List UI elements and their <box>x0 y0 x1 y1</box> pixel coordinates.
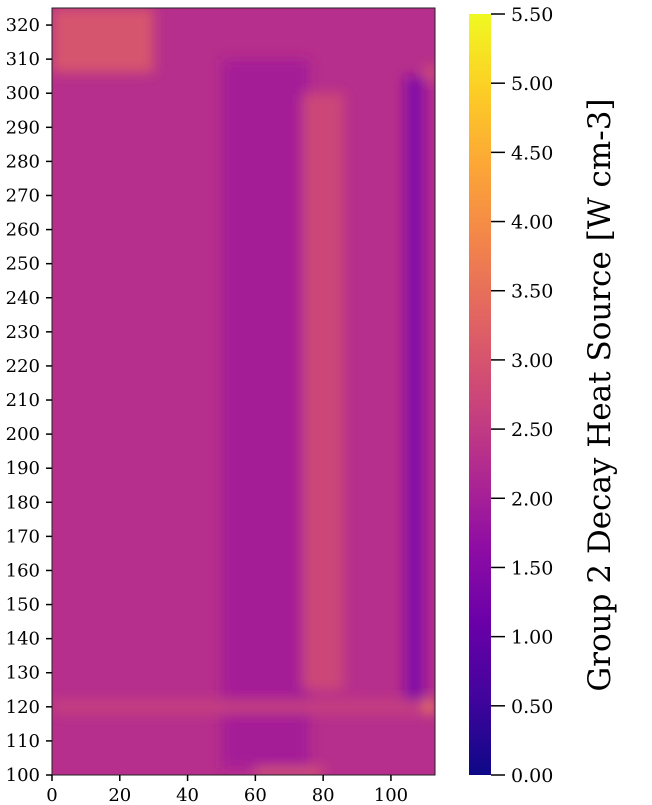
x-tick-label: 100 <box>374 785 408 805</box>
y-tick-label: 320 <box>6 15 40 36</box>
y-tick-label: 250 <box>6 254 40 275</box>
x-tick-label: 80 <box>312 785 335 805</box>
x-tick-label: 60 <box>244 785 267 805</box>
y-tick-label: 150 <box>6 595 40 616</box>
colorbar-tick-label: 2.00 <box>511 488 553 510</box>
colorbar-tick-label: 0.50 <box>511 696 553 718</box>
y-tick-label: 260 <box>6 220 40 241</box>
y-tick-label: 210 <box>6 390 40 411</box>
heatmap-region-6 <box>424 65 435 80</box>
colorbar-tick-label: 0.00 <box>511 765 553 787</box>
colorbar-tick-label: 4.00 <box>511 212 553 234</box>
y-tick-label: 280 <box>6 151 40 172</box>
heatmap-region-5 <box>424 700 435 714</box>
heatmap-regions <box>52 8 435 775</box>
plot-area <box>52 8 435 775</box>
y-tick-label: 310 <box>6 49 40 70</box>
y-axis: 100 110 120 130 140 150 160 170 180 190 200 210 220 2… <box>6 15 52 786</box>
colorbar-tick-label: 3.50 <box>511 281 553 303</box>
y-tick-label: 120 <box>6 697 40 718</box>
colorbar-tick-label: 2.50 <box>511 419 553 441</box>
y-tick-label: 190 <box>6 458 40 479</box>
heatmap-region-0 <box>221 59 310 769</box>
x-tick-label: 0 <box>46 785 57 805</box>
y-tick-label: 140 <box>6 629 40 650</box>
y-tick-label: 100 <box>6 765 40 786</box>
colorbar-tick-label: 1.50 <box>511 557 553 579</box>
y-tick-label: 270 <box>6 185 40 206</box>
x-tick-label: 20 <box>108 785 131 805</box>
heatmap-region-3 <box>52 8 154 73</box>
y-tick-label: 170 <box>6 526 40 547</box>
y-tick-label: 220 <box>6 356 40 377</box>
heatmap-region-4 <box>52 700 425 714</box>
colorbar-tick-label: 4.50 <box>511 142 553 164</box>
y-tick-label: 160 <box>6 560 40 581</box>
colorbar-tick-label: 1.00 <box>511 627 553 649</box>
heatmap-region-1 <box>302 93 344 690</box>
colorbar <box>469 14 491 775</box>
colorbar-axis: 0.00 0.50 1.00 1.50 2.00 2.50 3.00 3.50 4.00 4.50… <box>491 4 553 787</box>
y-tick-label: 240 <box>6 288 40 309</box>
y-tick-label: 200 <box>6 424 40 445</box>
colorbar-tick-label: 5.00 <box>511 73 553 95</box>
y-tick-label: 230 <box>6 322 40 343</box>
colorbar-tick-label: 5.50 <box>511 4 553 26</box>
x-axis: 0 20 40 60 80 100 <box>46 775 408 805</box>
y-tick-label: 130 <box>6 663 40 684</box>
colorbar-title: Group 2 Decay Heat Source [W cm-3] <box>582 98 618 691</box>
heatmap-region-2 <box>404 76 425 707</box>
y-tick-label: 290 <box>6 117 40 138</box>
plot-frame <box>51 7 436 776</box>
y-tick-label: 110 <box>6 731 40 752</box>
x-tick-label: 40 <box>176 785 199 805</box>
colorbar-tick-label: 3.00 <box>511 350 553 372</box>
y-tick-label: 300 <box>6 83 40 104</box>
y-tick-label: 180 <box>6 492 40 513</box>
heatmap-region-7 <box>255 768 324 775</box>
